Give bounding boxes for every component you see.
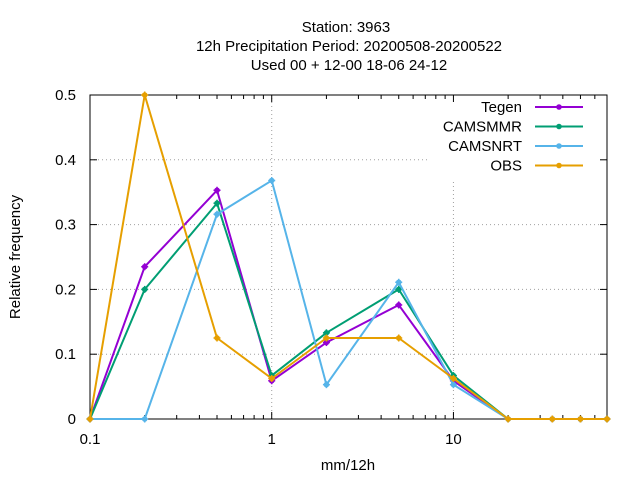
legend-label-camsmmr: CAMSMMR [443,119,522,136]
point-camsnrt-1 [141,415,149,423]
point-obs-0 [86,415,94,423]
point-camsmmr-1 [141,285,149,293]
point-tegen-1 [141,263,149,271]
point-obs-8 [548,415,556,423]
y-tick-label-4: 0.4 [55,152,76,169]
legend-label-tegen: Tegen [481,99,522,116]
point-camsnrt-5 [395,278,403,286]
point-obs-1 [141,91,149,99]
chart-title: Station: 3963 12h Precipitation Period: … [196,19,502,74]
point-camsnrt-4 [322,381,330,389]
legend-marker-camsmmr [556,123,562,130]
point-obs-4 [322,334,330,342]
x-axis-label: mm/12h [321,457,375,474]
y-tick-label-1: 0.1 [55,346,76,363]
point-obs-9 [576,415,584,423]
point-tegen-2 [213,186,221,194]
series-lines [86,91,611,423]
point-camsmmr-5 [395,285,403,293]
point-obs-2 [213,334,221,342]
legend: Tegen CAMSMMR CAMSNRT OBS [443,99,583,175]
series-line-tegen [89,189,607,420]
point-obs-3 [268,375,276,382]
legend-marker-obs [556,162,562,169]
point-obs-7 [504,415,512,423]
grid [90,95,607,419]
x-tick-label-2: 10 [445,431,462,448]
plot-frame [89,94,608,420]
x-tick-label-0: 0.1 [80,431,101,448]
series-line-obs [89,94,607,420]
legend-label-camsnrt: CAMSNRT [448,138,522,155]
title-line-2: 12h Precipitation Period: 20200508-20200… [196,38,502,55]
series-line-camsmmr [89,202,607,420]
point-obs-6 [449,375,457,382]
point-tegen-5 [395,301,403,309]
point-camsmmr-2 [213,199,221,207]
legend-label-obs: OBS [490,158,522,175]
y-tick-label-2: 0.2 [55,281,76,298]
y-axis-label: Relative frequency [7,194,24,319]
point-camsnrt-6 [449,381,457,389]
point-obs-5 [395,334,403,342]
x-tick-label-1: 1 [268,431,276,448]
y-tick-label-5: 0.5 [55,87,76,104]
series-line-camsnrt [90,179,607,420]
legend-marker-camsnrt [556,143,562,149]
title-line-1: Station: 3963 [302,19,390,36]
y-tick-label-3: 0.3 [55,217,76,234]
point-tegen-4 [322,339,330,347]
legend-marker-tegen [556,104,562,110]
title-line-3: Used 00 + 12-00 18-06 24-12 [251,57,447,74]
point-camsnrt-3 [268,177,276,185]
point-obs-10 [603,415,611,423]
point-camsnrt-2 [213,210,221,218]
y-tick-label-0: 0 [68,411,76,428]
